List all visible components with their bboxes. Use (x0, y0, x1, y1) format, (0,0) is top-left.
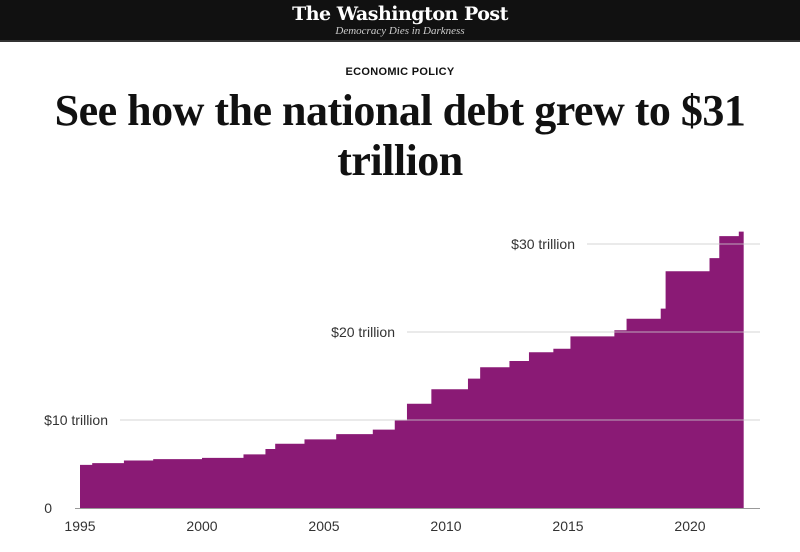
x-tick-label: 2010 (430, 518, 461, 534)
y-tick-label: 0 (44, 500, 52, 516)
tagline: Democracy Dies in Darkness (335, 25, 465, 37)
x-tick-label: 1995 (64, 518, 95, 534)
y-tick-label: $10 trillion (44, 412, 108, 428)
debt-area (80, 231, 744, 508)
section-kicker[interactable]: ECONOMIC POLICY (345, 66, 455, 78)
x-tick-label: 2015 (552, 518, 583, 534)
wapo-logo[interactable]: The Washington Post (292, 3, 508, 25)
x-tick-label: 2005 (308, 518, 339, 534)
article-title: See how the national debt grew to $31 tr… (54, 86, 746, 185)
x-tick-label: 2000 (186, 518, 217, 534)
y-tick-label: $20 trillion (331, 324, 395, 340)
x-tick-label: 2020 (674, 518, 705, 534)
site-header: The Washington Post Democracy Dies in Da… (0, 0, 800, 42)
y-tick-label: $30 trillion (511, 236, 575, 252)
